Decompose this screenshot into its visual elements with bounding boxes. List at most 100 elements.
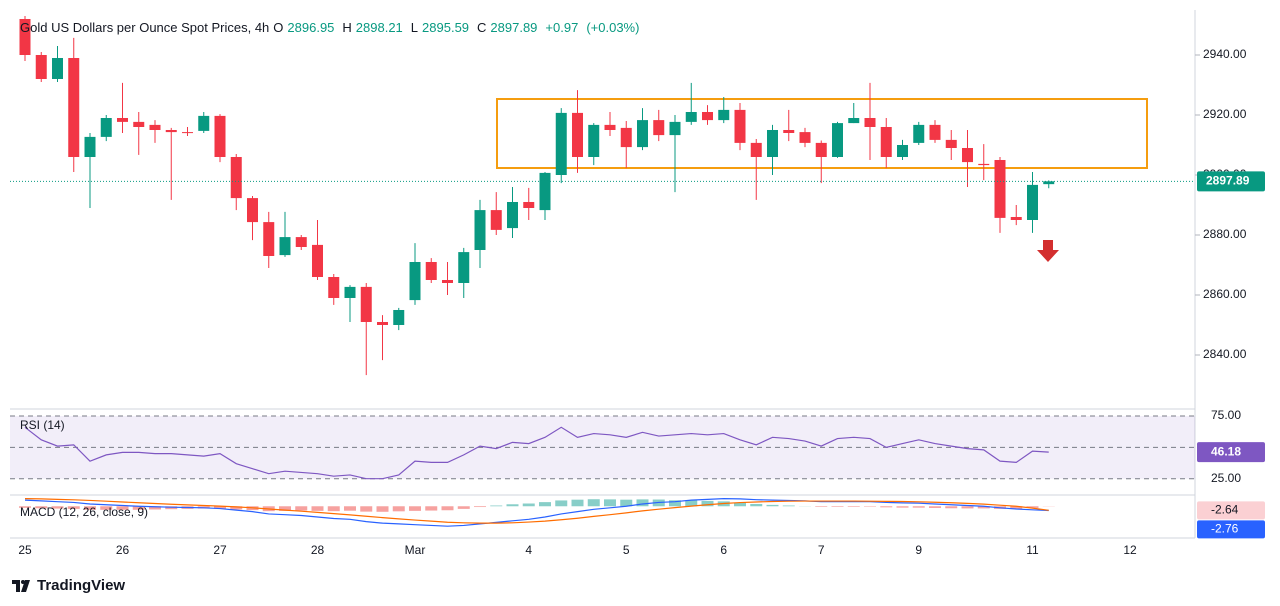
candle-body	[718, 109, 730, 121]
candle-body	[962, 147, 973, 163]
macd-histogram-bar	[1026, 506, 1039, 508]
macd-histogram-bar	[100, 506, 113, 510]
macd-histogram-bar	[392, 506, 405, 512]
rsi-tick-label: 25.00	[1211, 471, 1241, 485]
macd-histogram-bar	[425, 506, 438, 511]
rsi-tick-label: 75.00	[1211, 408, 1241, 422]
macd-histogram-bar	[945, 506, 958, 509]
candle-body	[263, 222, 275, 256]
candle-body	[312, 244, 323, 277]
x-tick-label: 6	[720, 543, 727, 557]
candle-body	[68, 57, 80, 157]
macd-histogram-bar	[149, 506, 161, 510]
candle-body	[994, 159, 1006, 218]
candle-body	[653, 120, 665, 136]
candle-body	[247, 198, 258, 223]
macd-histogram-bar	[587, 499, 600, 507]
down-arrow	[1037, 240, 1059, 262]
macd-histogram-bar	[815, 506, 828, 507]
candle-body	[100, 117, 112, 137]
macd-histogram-bar	[457, 506, 470, 509]
signal-line	[24, 498, 1049, 524]
candle-body	[19, 18, 31, 55]
macd-histogram-bar	[506, 504, 519, 507]
candle-body	[897, 144, 908, 157]
candle-body	[507, 201, 518, 229]
macd-histogram-bar	[685, 500, 698, 507]
candle-body	[555, 112, 567, 175]
x-tick-label: 25	[18, 543, 32, 557]
rsi-badge	[1197, 442, 1265, 463]
candle-body	[702, 111, 713, 121]
y-tick-label: 2940.00	[1203, 47, 1247, 61]
macd-histogram-bar	[766, 504, 779, 507]
macd-histogram-bar	[1010, 506, 1023, 510]
macd-histogram-bar	[67, 506, 80, 509]
candle-body	[360, 286, 372, 322]
candle-body	[929, 124, 941, 140]
candle-body	[913, 124, 925, 143]
candle-body	[393, 309, 405, 325]
candle-body	[832, 123, 843, 157]
macd-badge-label: -2.76	[1211, 521, 1239, 535]
candle-body	[133, 121, 145, 127]
macd-histogram-bar	[961, 506, 974, 509]
candle-body	[945, 139, 957, 148]
rsi-label: RSI (14)	[20, 418, 65, 432]
macd-histogram-bar	[230, 506, 243, 510]
price-badge	[1197, 171, 1265, 192]
x-tick-label: 12	[1123, 543, 1137, 557]
macd-histogram-bar	[522, 503, 535, 507]
brand: TradingView	[37, 577, 126, 594]
ohlc-value: 2895.59	[422, 20, 470, 35]
ohlc-key: C	[477, 20, 487, 35]
candle-body	[35, 54, 47, 79]
candle-body	[344, 286, 356, 298]
logo: TradingView	[12, 577, 125, 594]
header: Gold US Dollars per Ounce Spot Prices, 4…	[20, 20, 643, 35]
candle-body	[669, 121, 681, 136]
y-tick-label: 2840.00	[1203, 347, 1247, 361]
ohlc-value: 2897.89	[490, 20, 538, 35]
candle-body	[572, 112, 583, 157]
candle-body	[637, 120, 648, 148]
ohlc-key: O	[273, 20, 284, 35]
candle-body	[539, 172, 551, 211]
y-tick-label: 2860.00	[1203, 287, 1247, 301]
candle-body	[685, 111, 697, 122]
macd-histogram-bar	[344, 506, 356, 511]
rsi-badge-label: 46.18	[1211, 444, 1241, 458]
macd-histogram-bar	[620, 499, 633, 507]
macd-histogram-bar	[734, 502, 746, 507]
candle-body	[880, 126, 892, 157]
macd-histogram-bar	[360, 506, 373, 512]
macd-histogram-bar	[19, 506, 31, 508]
candle-body	[767, 129, 778, 157]
macd-histogram-bar	[831, 506, 844, 507]
y-tick-label: 2920.00	[1203, 107, 1247, 121]
candle-body	[425, 261, 437, 280]
x-tick-label: 9	[915, 543, 922, 557]
macd-histogram-bar	[214, 506, 226, 509]
macd-histogram-bar	[929, 506, 941, 508]
candle-body	[295, 237, 307, 247]
macd-histogram-bar	[116, 506, 129, 510]
macd-histogram-bar	[912, 506, 925, 508]
ohlc-value: 2896.95	[287, 20, 335, 35]
macd-histogram-bar	[750, 503, 763, 507]
candle-body	[279, 237, 291, 256]
candle-body	[474, 210, 486, 250]
x-tick-label: 27	[213, 543, 227, 557]
rsi-band	[10, 416, 1195, 479]
candle-body	[734, 109, 746, 143]
macd-histogram-bar	[636, 499, 649, 507]
change-pct: (+0.03%)	[586, 20, 640, 35]
macd-histogram-bar	[977, 506, 990, 509]
macd-histogram-bar	[490, 505, 503, 507]
plot: 25 26 27 28 Mar 4 5 6 7 9 11 12 2840.00 2860.00 2880.0…	[10, 15, 1265, 557]
candle-body	[848, 117, 860, 124]
candle-body	[328, 276, 340, 298]
change: +0.97	[545, 20, 579, 35]
